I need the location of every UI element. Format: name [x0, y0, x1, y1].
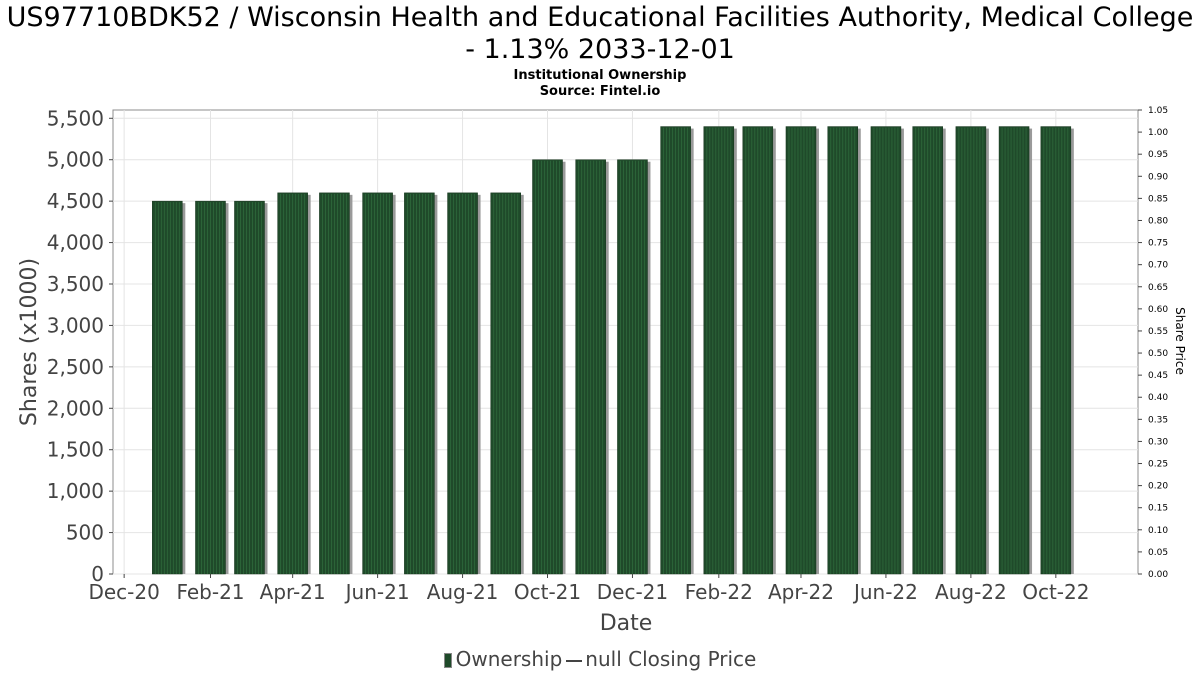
- x-tick-label: Oct-21: [514, 580, 581, 604]
- y-tick-label: 1,500: [47, 438, 104, 462]
- y-tick-label: 0: [91, 562, 104, 586]
- y2-tick-label: 0.80: [1148, 216, 1168, 226]
- chart-subtitle: Institutional Ownership Source: Fintel.i…: [0, 68, 1200, 100]
- x-tick-label: Aug-22: [935, 580, 1007, 604]
- y2-tick-label: 0.50: [1148, 349, 1168, 359]
- x-axis: Dec-20 Feb-21 Apr-21 Jun-21 Aug-21 Oct-21 Dec-…: [88, 574, 1089, 604]
- y2-tick-label: 0.40: [1148, 393, 1168, 403]
- y-tick-label: 2,500: [47, 355, 104, 379]
- x-tick-label: Apr-22: [768, 580, 834, 604]
- y2-tick-label: 0.60: [1148, 305, 1168, 315]
- x-axis-label: Date: [600, 611, 653, 636]
- chart-title: US97710BDK52 / Wisconsin Health and Educ…: [6, 2, 1194, 65]
- y-tick-label: 500: [66, 521, 104, 545]
- y-tick-label: 1,000: [47, 479, 104, 503]
- y-tick-label: 2,000: [47, 396, 104, 420]
- x-tick-label: Feb-21: [176, 580, 244, 604]
- bars: [152, 126, 1074, 575]
- y2-tick-label: 0.20: [1148, 482, 1168, 492]
- y2-tick-label: 0.55: [1148, 327, 1168, 337]
- y-tick-label: 3,000: [47, 313, 104, 337]
- x-tick-label: Oct-22: [1022, 580, 1089, 604]
- y2-tick-label: 0.30: [1148, 437, 1168, 447]
- y2-tick-label: 0.95: [1148, 150, 1168, 160]
- y2-tick-label: 0.70: [1148, 261, 1168, 271]
- y2-tick-label: 0.65: [1148, 283, 1168, 293]
- x-tick-label: Dec-20: [88, 580, 159, 604]
- y2-tick-label: 0.75: [1148, 239, 1168, 249]
- y-axis-right: 0.00 0.05 0.10 0.15 0.20 0.25 0.30 0.35 0.40 0.45…: [1138, 106, 1168, 580]
- y2-tick-label: 0.90: [1148, 172, 1168, 182]
- y-tick-label: 4,000: [47, 231, 104, 255]
- y2-tick-label: 0.85: [1148, 194, 1168, 204]
- y-axis-label: Shares (x1000): [17, 258, 42, 426]
- y2-tick-label: 0.25: [1148, 460, 1168, 470]
- y2-tick-label: 0.10: [1148, 526, 1168, 536]
- y-tick-label: 4,500: [47, 189, 104, 213]
- subtitle-institutional-ownership: Institutional Ownership: [513, 68, 687, 83]
- y2-tick-label: 1.05: [1148, 106, 1168, 116]
- legend: Ownership null Closing Price: [0, 647, 1200, 671]
- x-tick-label: Apr-21: [260, 580, 326, 604]
- y2-axis-label: Share Price: [1173, 307, 1187, 375]
- legend-price-label: null Closing Price: [585, 647, 757, 671]
- y2-tick-label: 0.05: [1148, 548, 1168, 558]
- y2-tick-label: 0.45: [1148, 371, 1168, 381]
- legend-price-line: [566, 659, 583, 662]
- y-axis-left: 0 500 1,000 1,500 2,000 2,500 3,000 3,500 4,000 4…: [47, 106, 113, 586]
- legend-ownership-swatch: [443, 653, 452, 668]
- y-tick-label: 3,500: [47, 272, 104, 296]
- legend-ownership-label: Ownership: [455, 647, 563, 671]
- x-tick-label: Jun-22: [852, 580, 918, 604]
- y-tick-label: 5,000: [47, 148, 104, 172]
- x-tick-label: Feb-22: [685, 580, 753, 604]
- subtitle-source: Source: Fintel.io: [539, 84, 661, 99]
- y2-tick-label: 1.00: [1148, 128, 1168, 138]
- x-tick-label: Dec-21: [597, 580, 668, 604]
- y2-tick-label: 0.15: [1148, 504, 1168, 514]
- y2-tick-label: 0.35: [1148, 415, 1168, 425]
- y-tick-label: 5,500: [47, 106, 104, 130]
- x-tick-label: Aug-21: [427, 580, 499, 604]
- y2-tick-label: 0.00: [1148, 570, 1168, 580]
- x-tick-label: Jun-21: [344, 580, 410, 604]
